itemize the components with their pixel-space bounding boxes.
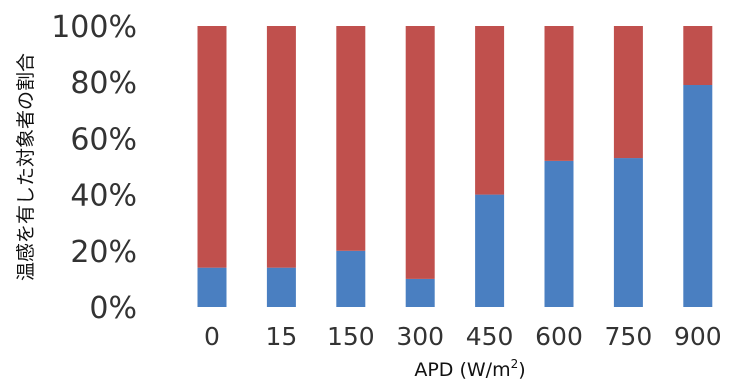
- bar-segment-series-2: [475, 26, 505, 195]
- bar-segment-series-1: [544, 160, 574, 307]
- x-tick-label: 750: [605, 322, 653, 351]
- x-axis-title: APD (W/m2): [414, 357, 525, 381]
- bar-segment-series-2: [197, 26, 227, 268]
- x-tick-label: 150: [327, 322, 375, 351]
- x-tick-label: 300: [396, 322, 444, 351]
- bar-segment-series-1: [613, 158, 643, 307]
- y-tick-label: 20%: [70, 235, 137, 270]
- x-axis-ticks: 0 15 150 300 450 600 750 900: [204, 322, 722, 351]
- y-tick-label: 60%: [70, 122, 137, 157]
- bar-segment-series-1: [683, 85, 713, 307]
- bar-segment-series-2: [683, 26, 713, 86]
- y-tick-label: 0%: [89, 291, 137, 326]
- x-tick-label: 0: [204, 322, 220, 351]
- y-tick-label: 40%: [70, 179, 137, 214]
- bar-segment-series-2: [613, 26, 643, 159]
- x-tick-label: 450: [466, 322, 514, 351]
- y-axis-ticks: 0% 20% 40% 60% 80% 100%: [51, 10, 137, 326]
- x-tick-label: 900: [674, 322, 722, 351]
- bar-segment-series-1: [475, 194, 505, 307]
- bar-segment-series-2: [405, 26, 435, 279]
- y-tick-label: 80%: [70, 66, 137, 101]
- bar-segment-series-1: [197, 267, 227, 307]
- bar-segment-series-1: [405, 278, 435, 307]
- bar-segment-series-2: [544, 26, 574, 161]
- bar-segment-series-2: [266, 26, 296, 268]
- x-tick-label: 15: [265, 322, 297, 351]
- bar-segment-series-2: [336, 26, 366, 251]
- bar-segment-series-1: [336, 250, 366, 307]
- bars: [197, 26, 713, 307]
- y-axis-title: 温感を有した対象者の割合: [15, 53, 37, 281]
- x-tick-label: 600: [535, 322, 583, 351]
- bar-segment-series-1: [266, 267, 296, 307]
- y-tick-label: 100%: [51, 10, 137, 45]
